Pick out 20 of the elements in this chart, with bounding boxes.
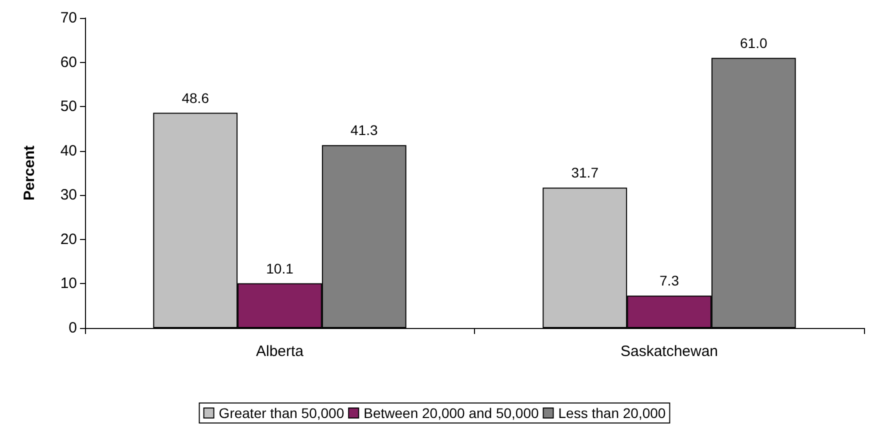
data-label: 7.3 [660, 272, 680, 289]
legend-label: Less than 20,000 [558, 405, 666, 421]
data-label: 41.3 [350, 122, 378, 138]
y-tick-label: 40 [60, 142, 77, 160]
data-label: 10.1 [266, 260, 294, 276]
y-tick-label: 30 [60, 186, 77, 204]
y-tick-label: 50 [60, 98, 77, 116]
x-tick-label: Alberta [256, 343, 304, 360]
y-tick-label: 20 [60, 230, 77, 248]
y-tick-label: 0 [68, 320, 77, 336]
legend-label: Greater than 50,000 [218, 405, 344, 421]
legend-label: Between 20,000 and 50,000 [364, 405, 539, 421]
data-label: 31.7 [571, 164, 599, 181]
y-axis-title: Percent [21, 145, 38, 201]
data-label: 61.0 [740, 34, 768, 51]
y-tick-label: 70 [60, 10, 77, 26]
data-label: 48.6 [182, 90, 210, 106]
y-tick-label: 60 [60, 54, 77, 71]
x-tick-label: Saskatchewan [620, 343, 718, 360]
y-tick-label: 10 [60, 275, 77, 292]
